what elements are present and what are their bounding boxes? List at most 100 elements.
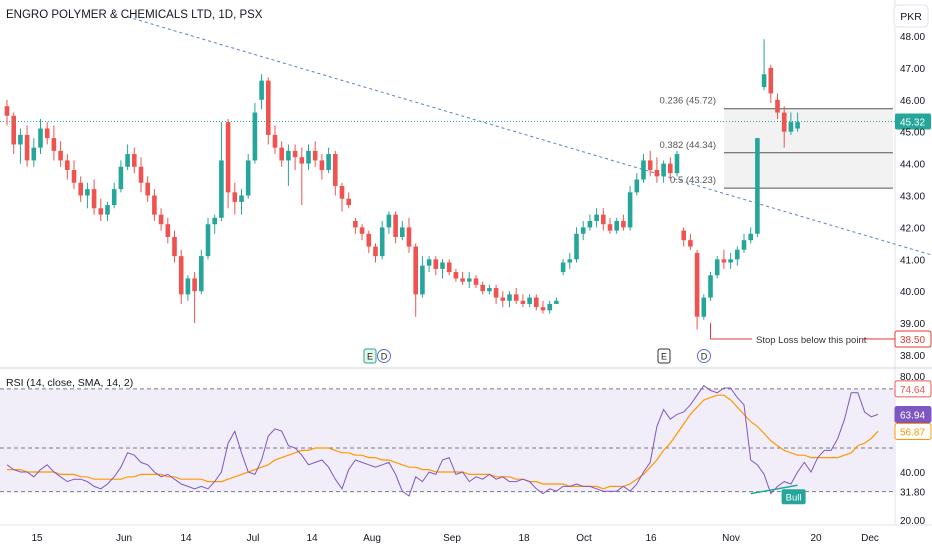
candle-body bbox=[125, 154, 130, 167]
candle-body bbox=[513, 294, 519, 301]
candles bbox=[4, 39, 800, 330]
price-tick-label: 42.00 bbox=[900, 223, 925, 234]
candle-body bbox=[172, 236, 177, 257]
candle-body bbox=[219, 160, 224, 218]
candle-body bbox=[567, 259, 573, 263]
candle-body bbox=[580, 227, 586, 234]
candle-body bbox=[413, 246, 418, 295]
candle-body bbox=[178, 256, 184, 295]
candle-body bbox=[775, 99, 780, 113]
candle-body bbox=[788, 122, 794, 132]
candle-body bbox=[18, 134, 23, 145]
candle-body bbox=[132, 154, 137, 167]
candle-body bbox=[587, 221, 593, 228]
stop-loss-value: 38.50 bbox=[900, 335, 925, 346]
candle-body bbox=[621, 221, 626, 228]
candle-body bbox=[520, 300, 526, 304]
candle-body bbox=[668, 163, 673, 174]
candle-body bbox=[319, 160, 325, 170]
earnings-marker-icon bbox=[657, 348, 671, 364]
candle-body bbox=[453, 272, 459, 279]
candle-body bbox=[199, 256, 204, 292]
candle-body bbox=[212, 217, 217, 225]
fib-zone bbox=[724, 108, 893, 189]
symbol-title[interactable]: ENGRO POLYMER & CHEMICALS LTD, 1D, PSX bbox=[6, 9, 263, 21]
candle-body bbox=[44, 128, 50, 139]
candle-body bbox=[688, 240, 693, 247]
dividend-marker-icon bbox=[377, 349, 391, 363]
candle-body bbox=[674, 154, 680, 174]
candle-body bbox=[460, 278, 465, 282]
time-tick-label: Oct bbox=[576, 533, 592, 544]
stop-loss-annotation[interactable]: Stop Loss below this point 38.50 bbox=[710, 323, 932, 348]
candle-body bbox=[554, 300, 559, 304]
candle-body bbox=[279, 147, 284, 161]
candle-body bbox=[4, 106, 10, 116]
candle-body bbox=[379, 227, 385, 257]
candle-body bbox=[11, 115, 16, 145]
candle-body bbox=[393, 214, 398, 237]
candle-body bbox=[58, 150, 63, 161]
candle-body bbox=[721, 259, 727, 263]
candle-body bbox=[433, 259, 439, 269]
candle-body bbox=[748, 233, 753, 241]
divergence-line bbox=[750, 484, 798, 495]
time-tick-label: 14 bbox=[306, 533, 318, 544]
candle-body bbox=[98, 208, 104, 215]
time-axis[interactable]: 15 Jun 14 Jul 14 Aug Sep 18 Oct 16 Nov 20 Dec bbox=[31, 533, 878, 544]
candle-body bbox=[192, 278, 197, 292]
candle-body bbox=[607, 224, 613, 231]
candle-body bbox=[426, 259, 432, 266]
fib-retracement[interactable]: 0.236 (45.72) 0.382 (44.34) 0.5 (43.23) bbox=[659, 96, 893, 189]
candle-body bbox=[741, 240, 747, 250]
candle-body bbox=[65, 160, 70, 170]
price-tick-label: 46.00 bbox=[900, 96, 925, 107]
candle-body bbox=[138, 166, 144, 183]
price-tick-label: 40.00 bbox=[900, 287, 925, 298]
candle-body bbox=[165, 224, 171, 237]
candle-body bbox=[493, 288, 499, 298]
event-marker-letter: E bbox=[367, 352, 373, 362]
time-tick-label: 16 bbox=[645, 533, 657, 544]
time-tick-label: 15 bbox=[31, 533, 43, 544]
candle-body bbox=[312, 150, 318, 161]
candle-body bbox=[326, 154, 331, 170]
rsi-axis[interactable]: 80.00 40.00 31.80 20.00 74.64 63.94 56.87 bbox=[894, 372, 932, 527]
rsi-value-badge bbox=[894, 423, 932, 441]
candle-body bbox=[601, 214, 606, 225]
divergence-label: Bull bbox=[786, 493, 802, 504]
candle-body bbox=[480, 284, 485, 292]
rsi-ma-line bbox=[7, 394, 879, 490]
candle-body bbox=[574, 233, 579, 260]
time-tick-label: Jun bbox=[116, 533, 132, 544]
time-tick-label: Aug bbox=[363, 533, 381, 544]
price-tick-label: 41.00 bbox=[900, 255, 925, 266]
last-price-badge bbox=[895, 113, 931, 130]
currency-label: PKR bbox=[900, 11, 922, 23]
candle-body bbox=[507, 294, 512, 301]
rsi-tick-label: 31.80 bbox=[900, 488, 925, 499]
candle-body bbox=[681, 230, 686, 241]
candle-body bbox=[373, 246, 378, 257]
rsi-title[interactable]: RSI (14, close, SMA, 14, 2) bbox=[6, 377, 133, 389]
candle-body bbox=[768, 67, 774, 94]
candle-body bbox=[185, 278, 191, 295]
candle-body bbox=[259, 80, 264, 100]
candle-body bbox=[252, 112, 258, 161]
candle-body bbox=[614, 221, 619, 231]
rsi-value-badge-text: 56.87 bbox=[900, 428, 925, 439]
candle-body bbox=[594, 214, 599, 222]
candle-body bbox=[306, 150, 311, 164]
trendline[interactable] bbox=[127, 16, 932, 269]
candle-body bbox=[152, 195, 157, 215]
candle-body bbox=[359, 227, 365, 234]
fib-level-label: 0.5 (43.23) bbox=[670, 175, 716, 186]
rsi-tick-label: 40.00 bbox=[900, 468, 925, 479]
last-price-value: 45.32 bbox=[900, 117, 925, 128]
candle-body bbox=[245, 160, 251, 196]
price-axis[interactable]: 48.00 47.00 46.00 45.00 44.00 43.00 42.00 41.00… bbox=[900, 32, 925, 362]
event-marker-letter: D bbox=[381, 352, 388, 362]
candle-body bbox=[694, 252, 700, 317]
currency-box[interactable] bbox=[893, 4, 929, 28]
